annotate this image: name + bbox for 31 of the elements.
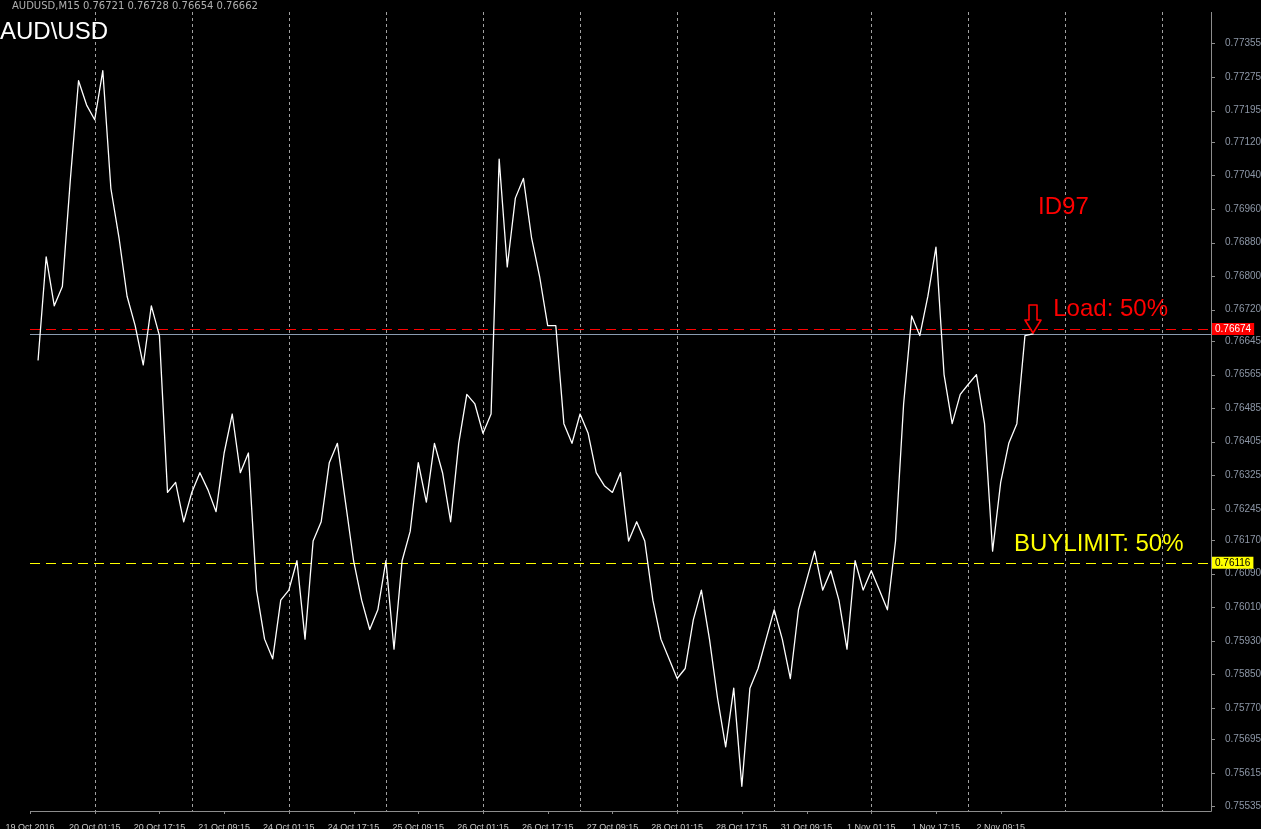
y-tick-label: 0.76170 xyxy=(1225,533,1261,545)
y-tick-label: 0.75535 xyxy=(1225,800,1261,812)
y-tick-label: 0.77040 xyxy=(1225,169,1261,181)
y-tick-label: 0.76325 xyxy=(1225,468,1261,480)
annotation: Load: 50% xyxy=(1053,293,1168,321)
annotation: ID97 xyxy=(1038,192,1089,220)
y-tick-label: 0.75850 xyxy=(1225,668,1261,680)
ref-line-label: 0.76674 xyxy=(1215,322,1252,334)
y-tick-label: 0.77195 xyxy=(1225,104,1261,116)
y-tick-label: 0.76485 xyxy=(1225,401,1261,413)
y-tick-label: 0.76010 xyxy=(1225,601,1261,613)
y-tick-label: 0.76405 xyxy=(1225,435,1261,447)
y-tick-label: 0.75770 xyxy=(1225,701,1261,713)
y-tick-label: 0.76245 xyxy=(1225,502,1261,514)
y-tick-label: 0.76800 xyxy=(1225,269,1261,281)
y-tick-label: 0.77120 xyxy=(1225,135,1261,147)
annotation: BUYLIMIT: 50% xyxy=(1014,528,1184,556)
y-tick-label: 0.76565 xyxy=(1225,368,1261,380)
chart-subtitle: AUDUSD,M15 0.76721 0.76728 0.76654 0.76662 xyxy=(12,0,258,11)
y-tick-label: 0.76645 xyxy=(1225,334,1261,346)
chart-title: AUD\USD xyxy=(0,17,109,45)
y-tick-label: 0.76090 xyxy=(1225,567,1261,579)
y-tick-label: 0.76960 xyxy=(1225,202,1261,214)
y-tick-label: 0.76880 xyxy=(1225,236,1261,248)
y-tick-label: 0.75695 xyxy=(1225,733,1261,745)
y-tick-label: 0.76720 xyxy=(1225,303,1261,315)
y-tick-label: 0.77355 xyxy=(1225,37,1261,49)
y-tick-label: 0.75930 xyxy=(1225,634,1261,646)
y-tick-label: 0.77275 xyxy=(1225,70,1261,82)
y-tick-label: 0.75615 xyxy=(1225,766,1261,778)
ref-line-label: 0.76116 xyxy=(1215,556,1251,568)
